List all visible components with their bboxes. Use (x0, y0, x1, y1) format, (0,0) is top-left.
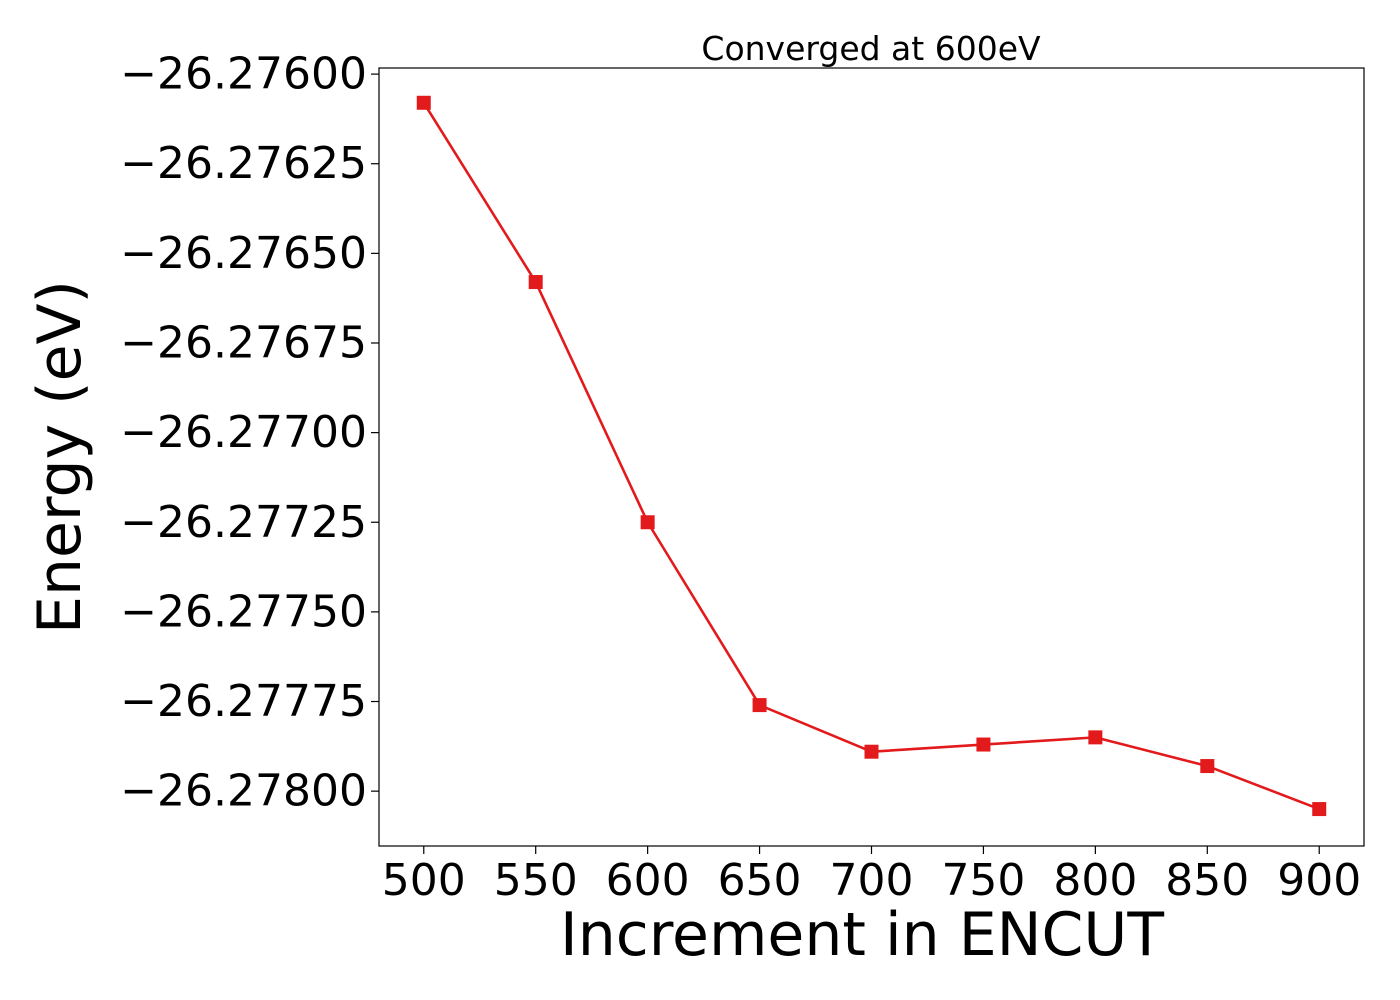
x-tick-label: 700 (830, 855, 914, 906)
x-tick-label: 750 (941, 855, 1025, 906)
x-tick-label: 900 (1277, 855, 1361, 906)
y-tick-label: −26.27700 (120, 407, 367, 458)
x-tick-label: 600 (606, 855, 690, 906)
data-point-marker (416, 95, 431, 110)
chart-title: Converged at 600eV (701, 29, 1041, 68)
y-axis-title: Energy (eV) (25, 280, 95, 634)
y-tick-label: −26.27750 (120, 586, 367, 637)
data-point-marker (528, 275, 543, 290)
data-point-marker (1200, 759, 1215, 774)
y-tick-label: −26.27675 (120, 317, 367, 368)
y-tick-label: −26.27800 (120, 766, 367, 817)
y-tick-label: −26.27625 (120, 138, 367, 189)
x-tick-label: 650 (718, 855, 802, 906)
x-tick-label: 850 (1165, 855, 1249, 906)
y-tick-label: −26.27775 (120, 676, 367, 727)
x-tick-label: 550 (494, 855, 578, 906)
data-point-marker (1088, 730, 1103, 745)
data-point-marker (752, 698, 767, 713)
data-point-marker (976, 737, 991, 752)
y-tick-label: −26.27725 (120, 497, 367, 548)
x-tick-label: 800 (1053, 855, 1137, 906)
x-tick-label: 500 (382, 855, 466, 906)
x-axis-title: Increment in ENCUT (560, 900, 1164, 970)
y-tick-label: −26.27650 (120, 228, 367, 279)
data-point-marker (640, 515, 655, 530)
series-layer (416, 95, 1327, 817)
y-tick-label: −26.27600 (120, 49, 367, 100)
data-point-marker (864, 744, 879, 759)
y-axis-ticks: −26.27600 −26.27625 −26.27650 −26.27675 −26.… (120, 49, 379, 817)
data-point-marker (1312, 802, 1327, 817)
x-axis-ticks: 500 550 600 650 700 750 800 850 900 (382, 846, 1361, 906)
